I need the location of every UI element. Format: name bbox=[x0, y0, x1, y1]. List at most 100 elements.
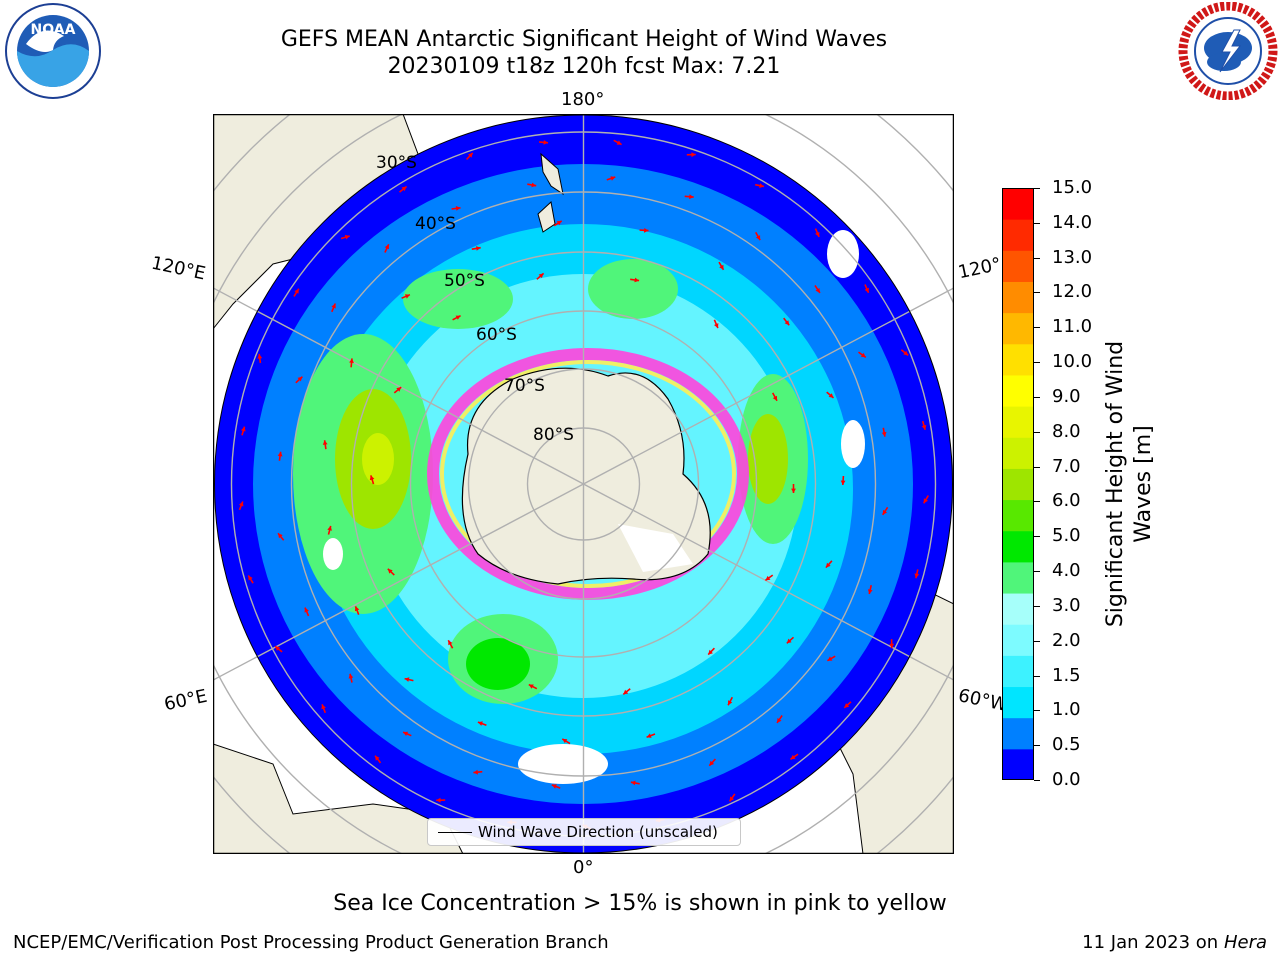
legend-line-swatch bbox=[438, 832, 472, 833]
wave-direction-arrow-head bbox=[349, 358, 354, 363]
colorbar-tick-label: 9.0 bbox=[1052, 385, 1081, 407]
colorbar-tick-mark bbox=[1034, 501, 1040, 503]
wave-direction-arrow-head bbox=[903, 350, 909, 356]
colorbar-tick-mark bbox=[1034, 605, 1040, 607]
wave-direction-arrow-head bbox=[759, 183, 764, 188]
colorbar-band bbox=[1002, 561, 1034, 594]
colorbar-tick-mark bbox=[1034, 536, 1040, 538]
wave-direction-arrow-head bbox=[784, 320, 790, 326]
wave-direction-arrow-head bbox=[401, 186, 407, 192]
wave-direction-arrow-head bbox=[786, 638, 792, 644]
colorbar-tick-mark bbox=[1034, 327, 1040, 329]
colorbar-band bbox=[1002, 406, 1034, 438]
wave-direction-arrow-head bbox=[867, 589, 873, 594]
new-zealand-land bbox=[537, 152, 564, 233]
colorbar-band bbox=[1002, 624, 1034, 656]
wave-direction-arrow-head bbox=[538, 273, 544, 279]
wave-direction-arrow-head bbox=[387, 568, 393, 574]
wave-direction-arrow-head bbox=[556, 220, 562, 226]
wave-direction-arrow-head bbox=[791, 488, 796, 493]
colorbar-tick-mark bbox=[1034, 710, 1040, 712]
colorbar-band bbox=[1002, 655, 1034, 688]
polar-stereographic-map bbox=[213, 114, 954, 854]
colorbar-tick-label: 1.5 bbox=[1052, 664, 1081, 686]
colorbar-tick-label: 13.0 bbox=[1052, 246, 1093, 268]
wave-direction-arrow-head bbox=[403, 731, 409, 736]
wave-direction-arrow-head bbox=[709, 760, 715, 766]
wave-direction-arrow-head bbox=[815, 231, 820, 237]
wave-direction-arrow-head bbox=[616, 140, 622, 145]
wave-direction-arrow-head bbox=[719, 264, 724, 270]
wave-direction-arrow-head bbox=[543, 140, 548, 145]
colorbar-tick-label: 2.0 bbox=[1052, 629, 1081, 651]
colorbar-tick-label: 12.0 bbox=[1052, 281, 1093, 303]
wave-direction-arrow-head bbox=[562, 738, 568, 744]
lat-label-50s: 50°S bbox=[444, 271, 485, 291]
wave-direction-arrow-head bbox=[331, 303, 336, 309]
wave-direction-arrow-head bbox=[277, 451, 283, 457]
wave-direction-arrow-head bbox=[241, 426, 246, 432]
sea-ice-note: Sea Ice Concentration > 15% is shown in … bbox=[333, 891, 947, 916]
wind-wave-direction-arrows bbox=[238, 139, 929, 830]
wave-direction-arrow-head bbox=[772, 395, 777, 401]
wave-direction-arrow-head bbox=[257, 354, 263, 359]
colorbar-band bbox=[1002, 437, 1034, 469]
wave-direction-arrow-head bbox=[344, 234, 350, 240]
colorbar-tick-label: 8.0 bbox=[1052, 420, 1081, 442]
colorbar-tick-label: 10.0 bbox=[1052, 351, 1093, 373]
wave-direction-arrow-head bbox=[634, 277, 640, 283]
wave-direction-arrow-head bbox=[728, 700, 733, 706]
wave-direction-arrow-head bbox=[691, 152, 696, 158]
colorbar-band bbox=[1002, 499, 1034, 532]
lon-label-120w: 120° bbox=[956, 253, 1004, 284]
wave-direction-arrow-head bbox=[630, 780, 636, 786]
wave-direction-arrow-head bbox=[477, 721, 483, 726]
colorbar-tick-label: 3.0 bbox=[1052, 594, 1081, 616]
footer-machine: Hera bbox=[1223, 932, 1267, 953]
colorbar-tick-label: 0.0 bbox=[1052, 769, 1081, 790]
wave-direction-arrow-head bbox=[455, 206, 461, 211]
wave-direction-arrow-head bbox=[404, 294, 410, 299]
wave-direction-arrow-head bbox=[297, 376, 303, 382]
wave-direction-arrow-head bbox=[729, 796, 735, 802]
wave-direction-arrow-head bbox=[322, 440, 328, 445]
wave-direction-arrow-head bbox=[828, 393, 834, 398]
wave-direction-arrow-head bbox=[714, 323, 719, 329]
wave-direction-arrow-head bbox=[248, 575, 253, 581]
colorbar bbox=[1002, 188, 1034, 780]
colorbar-tick-label: 11.0 bbox=[1052, 316, 1093, 338]
colorbar-tick-mark bbox=[1034, 745, 1040, 747]
wave-direction-arrow-head bbox=[436, 797, 441, 803]
colorbar-band bbox=[1002, 717, 1034, 750]
wave-direction-arrow-head bbox=[765, 575, 771, 581]
wave-direction-arrow-head bbox=[375, 755, 380, 761]
wave-direction-arrow-head bbox=[455, 315, 461, 320]
wave-direction-arrow-head bbox=[473, 769, 478, 775]
wave-direction-arrow-head bbox=[755, 235, 761, 241]
chart-subtitle: 20230109 t18z 120h fcst Max: 7.21 bbox=[387, 54, 781, 79]
wave-direction-arrow-head bbox=[531, 182, 537, 188]
wave-direction-arrow-head bbox=[827, 656, 833, 661]
lat-label-70s: 70°S bbox=[504, 376, 545, 396]
wave-direction-arrow-head bbox=[914, 573, 920, 579]
colorbar-tick-mark bbox=[1034, 188, 1040, 189]
map-legend: Wind Wave Direction (unscaled) bbox=[427, 818, 741, 846]
lat-label-80s: 80°S bbox=[533, 425, 574, 445]
colorbar-tick-label: 1.0 bbox=[1052, 699, 1081, 721]
wave-direction-arrow-head bbox=[923, 498, 928, 504]
colorbar-tick-mark bbox=[1034, 257, 1040, 259]
wave-direction-arrow-head bbox=[708, 649, 713, 655]
colorbar-band bbox=[1002, 219, 1034, 251]
wave-direction-arrow-head bbox=[844, 703, 850, 708]
colorbar-tick-mark bbox=[1034, 362, 1040, 364]
national-weather-service-logo-icon bbox=[1178, 2, 1278, 100]
wave-direction-arrow-head bbox=[790, 754, 796, 760]
wave-direction-arrow-head bbox=[396, 387, 402, 392]
colorbar-band bbox=[1002, 188, 1034, 220]
lon-label-180: 180° bbox=[561, 89, 605, 110]
wave-direction-arrow-head bbox=[825, 562, 831, 568]
wave-direction-arrow-head bbox=[476, 246, 481, 251]
colorbar-tick-label: 15.0 bbox=[1052, 177, 1093, 198]
footer-credit: NCEP/EMC/Verification Post Processing Pr… bbox=[13, 932, 609, 953]
wave-direction-arrow-head bbox=[384, 244, 389, 250]
